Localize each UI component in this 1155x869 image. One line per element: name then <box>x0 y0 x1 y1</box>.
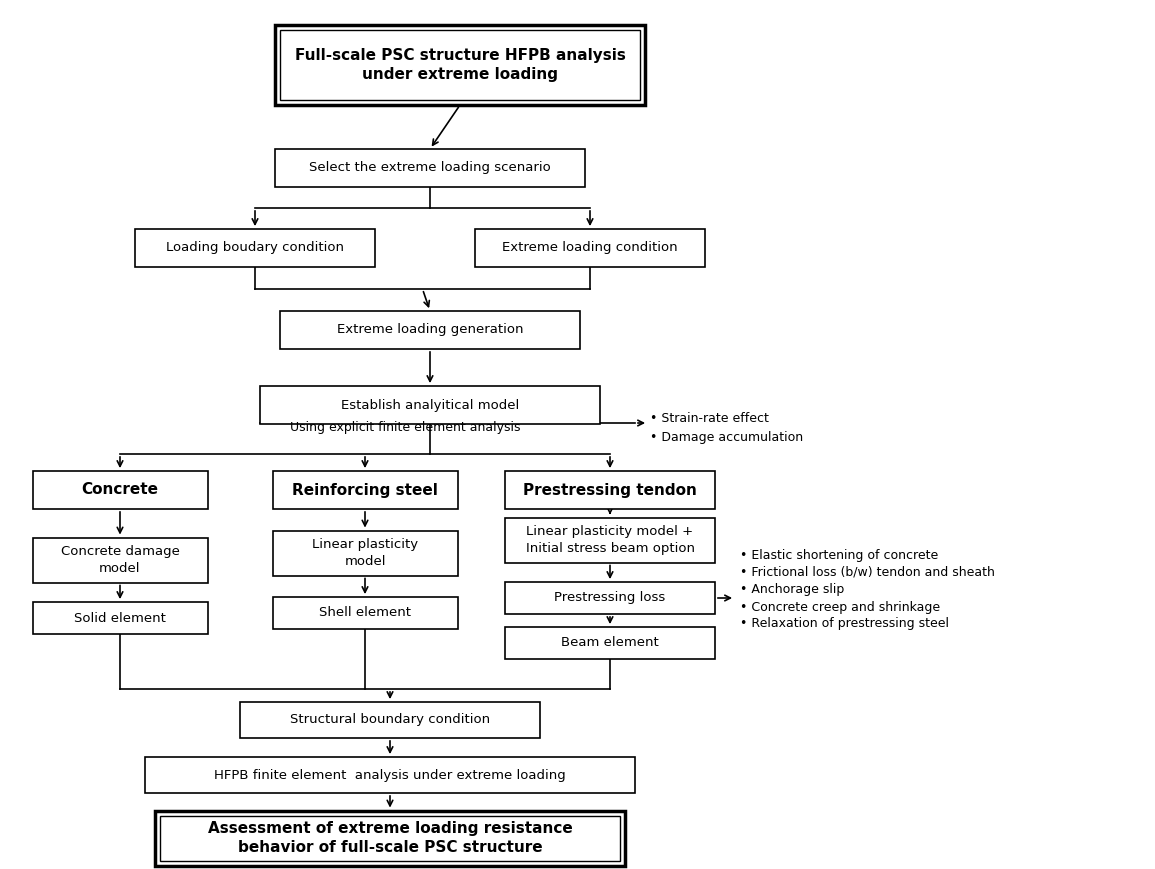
Text: Assessment of extreme loading resistance
behavior of full-scale PSC structure: Assessment of extreme loading resistance… <box>208 820 573 855</box>
Text: • Elastic shortening of concrete: • Elastic shortening of concrete <box>740 548 938 561</box>
Text: Extreme loading generation: Extreme loading generation <box>337 323 523 336</box>
Text: Linear plasticity model +
Initial stress beam option: Linear plasticity model + Initial stress… <box>526 525 694 555</box>
Text: Full-scale PSC structure HFPB analysis
under extreme loading: Full-scale PSC structure HFPB analysis u… <box>295 48 626 83</box>
Text: • Anchorage slip: • Anchorage slip <box>740 583 844 596</box>
Bar <box>475 229 705 267</box>
Text: Establish analyitical model: Establish analyitical model <box>341 399 519 412</box>
Bar <box>505 627 715 659</box>
Bar <box>146 757 635 793</box>
Bar <box>32 602 208 634</box>
Text: Concrete damage
model: Concrete damage model <box>60 545 179 575</box>
Text: Prestressing tendon: Prestressing tendon <box>523 482 696 497</box>
Bar <box>280 311 580 349</box>
Text: • Relaxation of prestressing steel: • Relaxation of prestressing steel <box>740 618 949 631</box>
Text: Shell element: Shell element <box>319 607 411 620</box>
Text: Solid element: Solid element <box>74 612 166 625</box>
Text: Structural boundary condition: Structural boundary condition <box>290 713 490 726</box>
Bar <box>240 702 541 738</box>
Bar <box>505 582 715 614</box>
Bar <box>275 25 644 105</box>
Text: Loading boudary condition: Loading boudary condition <box>166 242 344 255</box>
Text: • Concrete creep and shrinkage: • Concrete creep and shrinkage <box>740 600 940 614</box>
Bar <box>280 30 640 100</box>
Bar <box>32 471 208 509</box>
Text: • Damage accumulation: • Damage accumulation <box>650 432 803 445</box>
Text: HFPB finite element  analysis under extreme loading: HFPB finite element analysis under extre… <box>214 768 566 781</box>
Text: Beam element: Beam element <box>561 636 658 649</box>
Bar <box>155 811 625 866</box>
Bar <box>275 149 584 187</box>
Bar <box>161 815 620 860</box>
Text: Extreme loading condition: Extreme loading condition <box>502 242 678 255</box>
Bar <box>32 538 208 582</box>
Bar <box>260 386 599 424</box>
Text: • Frictional loss (b/w) tendon and sheath: • Frictional loss (b/w) tendon and sheat… <box>740 566 994 579</box>
Bar <box>273 471 457 509</box>
Text: • Strain-rate effect: • Strain-rate effect <box>650 412 769 424</box>
Bar <box>505 518 715 562</box>
Text: Concrete: Concrete <box>82 482 158 497</box>
Text: Linear plasticity
model: Linear plasticity model <box>312 538 418 568</box>
Bar <box>135 229 375 267</box>
Bar <box>505 471 715 509</box>
Bar <box>273 530 457 575</box>
Text: Select the extreme loading scenario: Select the extreme loading scenario <box>310 162 551 175</box>
Text: Using explicit finite element analysis: Using explicit finite element analysis <box>290 421 521 434</box>
Text: Prestressing loss: Prestressing loss <box>554 592 665 605</box>
Text: Reinforcing steel: Reinforcing steel <box>292 482 438 497</box>
Bar <box>273 597 457 629</box>
